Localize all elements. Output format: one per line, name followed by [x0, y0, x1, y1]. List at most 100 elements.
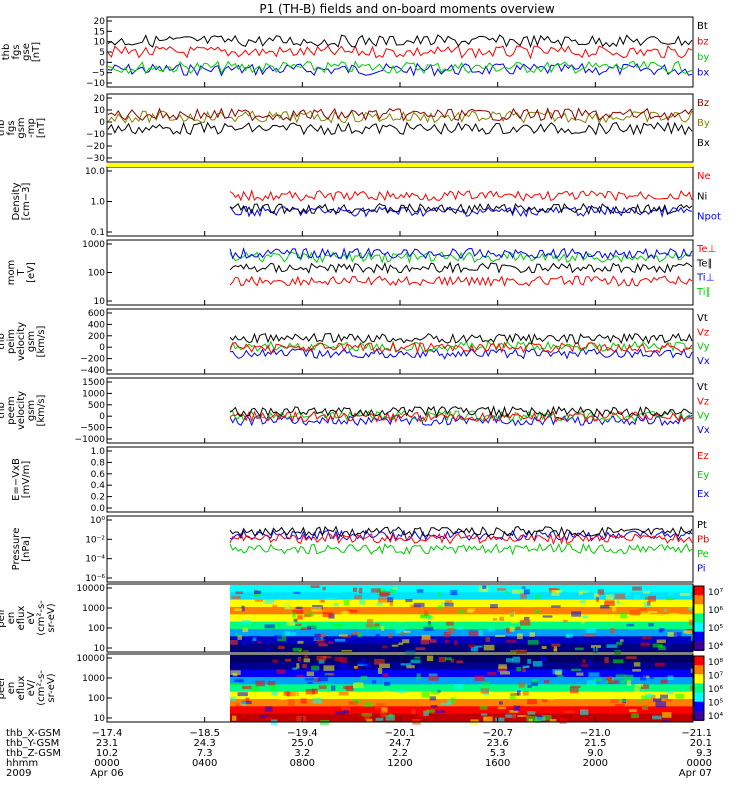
y-axis-label-line: T: [16, 269, 27, 277]
heatmap-cell: [582, 659, 586, 663]
legend-entry: Te⊥: [696, 244, 716, 255]
heatmap-cell: [509, 710, 519, 713]
heatmap-cell: [453, 684, 464, 690]
heatmap-cell: [662, 712, 672, 718]
heatmap-cell: [300, 698, 307, 704]
heatmap-cell: [267, 681, 276, 686]
y-tick-label: 20: [94, 17, 106, 27]
heatmap-cell: [343, 685, 353, 690]
heatmap-cell: [619, 639, 624, 642]
y-tick-label: 1000: [82, 389, 105, 399]
heatmap-cell: [509, 694, 516, 700]
heatmap-cell: [345, 687, 354, 692]
x-axis-value: 2.2: [392, 748, 408, 759]
heatmap-cell: [331, 685, 336, 691]
heatmap-cell: [534, 609, 540, 614]
heatmap-cell: [427, 623, 433, 627]
heatmap-cell: [429, 696, 436, 701]
y-axis-label-line: eV: [26, 611, 37, 624]
series-line-Ne: [229, 189, 693, 202]
heatmap-cell: [470, 647, 479, 653]
heatmap-cell: [675, 693, 685, 699]
panel-frame: [106, 515, 694, 583]
y-axis-label: thbpeimvelocitygsm[km/s]: [0, 322, 47, 361]
heatmap-cell: [524, 589, 530, 595]
x-axis-value: 7.3: [197, 748, 213, 759]
x-axis-value: −19.4: [287, 728, 318, 739]
heatmap-cell: [351, 631, 361, 636]
x-axis-value: −17.4: [92, 728, 123, 739]
x-axis-value: 20.1: [690, 738, 712, 749]
y-axis-label: thbpeerenefluxeV/(cm²-s-sr-eV): [0, 670, 57, 706]
x-axis-row-label: 2009: [6, 768, 31, 779]
heatmap-cell: [609, 699, 619, 703]
heatmap-cell: [375, 634, 380, 640]
panel-electron-spectrogram: 10000 1000 100 10 thbpeerenefluxeV/(cm²-s-sr…: [0, 653, 723, 726]
heatmap-cell: [410, 659, 421, 664]
heatmap-cell: [421, 691, 430, 698]
heatmap-cell: [418, 667, 423, 672]
y-tick-label: 1000: [82, 604, 105, 614]
heatmap-cell: [259, 714, 269, 718]
heatmap-cell: [379, 591, 391, 596]
heatmap-cell: [341, 610, 350, 616]
x-axis-value: 0800: [290, 758, 315, 769]
heatmap-cell: [440, 702, 452, 706]
heatmap-cell: [431, 690, 440, 695]
heatmap-cell: [480, 713, 488, 716]
heatmap-cell: [232, 673, 238, 677]
legend-entry: Te∥: [696, 258, 713, 269]
heatmap-cell: [487, 627, 495, 632]
legend-entry: Vz: [697, 396, 709, 407]
heatmap-cell: [284, 631, 290, 636]
heatmap-cell: [364, 714, 370, 720]
heatmap-cell: [689, 685, 696, 691]
heatmap-cell: [499, 701, 503, 705]
heatmap-cell: [400, 631, 405, 636]
heatmap-cell: [391, 644, 399, 647]
series-line-Ni: [229, 202, 693, 216]
heatmap-cell: [377, 668, 383, 674]
legend-entry: Pe: [697, 549, 709, 560]
heatmap-cell: [237, 705, 243, 711]
legend-entry: Ti∥: [696, 287, 711, 298]
heatmap-cell: [519, 705, 525, 708]
heatmap-cell: [633, 662, 641, 667]
heatmap-cell: [447, 699, 452, 705]
heatmap-cell: [543, 694, 555, 700]
heatmap-cell: [665, 699, 673, 702]
heatmap-cell: [385, 714, 395, 721]
y-tick-label: 10⁻²: [85, 535, 105, 545]
x-axis-value: 0400: [192, 758, 217, 769]
heatmap-cell: [347, 609, 358, 613]
heatmap-cell: [614, 704, 625, 708]
heatmap-cell: [429, 639, 437, 643]
heatmap-cell: [593, 678, 603, 681]
series-line-Vx: [229, 413, 693, 427]
heatmap-cell: [663, 719, 670, 723]
heatmap-cell: [516, 666, 522, 672]
series-line-Ti∥: [229, 251, 692, 264]
heatmap-cell: [624, 591, 631, 597]
series-line-Pb: [229, 532, 693, 546]
heatmap-cell: [543, 679, 550, 684]
heatmap-cell: [523, 616, 530, 621]
heatmap-cell: [531, 679, 538, 683]
heatmap-cell: [634, 687, 640, 694]
heatmap-cell: [647, 600, 651, 606]
heatmap-cell: [652, 643, 663, 648]
heatmap-cell: [663, 608, 668, 612]
heatmap-cell: [325, 682, 330, 686]
heatmap-band: [230, 599, 693, 608]
heatmap-cell: [413, 602, 425, 608]
heatmap-cell: [570, 685, 581, 688]
series-line-Bt: [107, 34, 693, 49]
heatmap-cell: [310, 585, 320, 588]
panel-frame: [106, 166, 694, 237]
heatmap-cell: [287, 699, 295, 706]
series-line-Ti⊥: [229, 246, 693, 260]
colorbar-label: 10⁷: [708, 672, 723, 682]
heatmap-cell: [613, 659, 624, 664]
heatmap-cell: [516, 690, 521, 696]
